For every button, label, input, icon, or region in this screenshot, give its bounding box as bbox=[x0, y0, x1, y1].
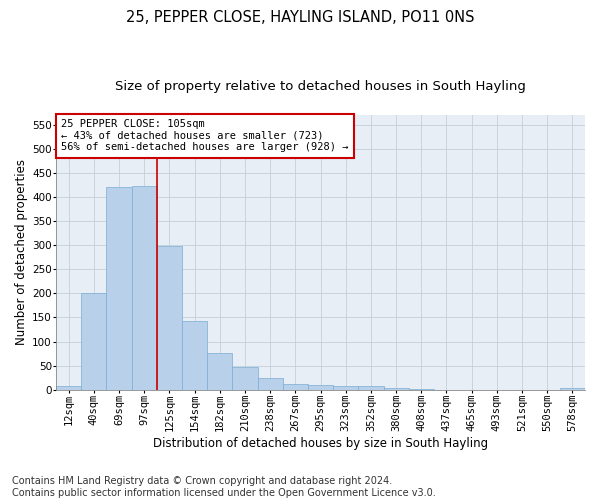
Bar bbox=[383, 388, 409, 390]
Bar bbox=[232, 366, 257, 390]
Bar bbox=[358, 386, 383, 390]
Bar bbox=[257, 378, 283, 390]
Bar bbox=[207, 352, 232, 390]
Bar bbox=[131, 186, 157, 390]
Bar bbox=[157, 246, 182, 390]
Bar bbox=[333, 386, 358, 390]
Text: 25 PEPPER CLOSE: 105sqm
← 43% of detached houses are smaller (723)
56% of semi-d: 25 PEPPER CLOSE: 105sqm ← 43% of detache… bbox=[61, 119, 349, 152]
Bar bbox=[182, 321, 207, 390]
Bar bbox=[56, 386, 81, 390]
Bar bbox=[308, 386, 333, 390]
Title: Size of property relative to detached houses in South Hayling: Size of property relative to detached ho… bbox=[115, 80, 526, 93]
Bar bbox=[81, 294, 106, 390]
Bar bbox=[106, 188, 131, 390]
Bar bbox=[560, 388, 585, 390]
X-axis label: Distribution of detached houses by size in South Hayling: Distribution of detached houses by size … bbox=[153, 437, 488, 450]
Text: 25, PEPPER CLOSE, HAYLING ISLAND, PO11 0NS: 25, PEPPER CLOSE, HAYLING ISLAND, PO11 0… bbox=[126, 10, 474, 25]
Y-axis label: Number of detached properties: Number of detached properties bbox=[15, 160, 28, 346]
Bar bbox=[283, 384, 308, 390]
Bar bbox=[409, 389, 434, 390]
Text: Contains HM Land Registry data © Crown copyright and database right 2024.
Contai: Contains HM Land Registry data © Crown c… bbox=[12, 476, 436, 498]
